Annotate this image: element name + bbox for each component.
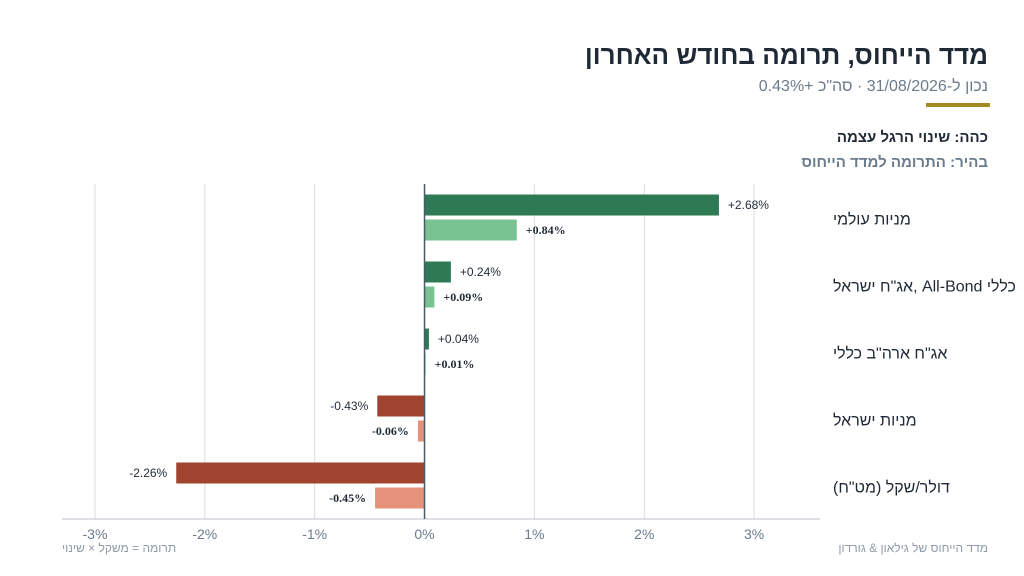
bar-change [424,194,719,216]
change-data-label: +0.04% [438,332,479,346]
footer-source: מדד הייחוס של גילאון & גורדון [838,541,988,555]
change-data-label: -0.43% [330,399,368,413]
change-data-label: +2.68% [728,198,769,212]
change-data-label: +0.24% [460,265,501,279]
change-data-label: -2.26% [129,466,167,480]
bar-contribution [375,487,425,509]
footer-formula: תרומה = משקל × שינוי [62,541,177,555]
contribution-data-label: -0.06% [372,424,409,438]
x-tick-label: -2% [192,526,217,542]
bar-contribution [417,420,425,442]
legend-light-note: בהיר: התרומה למדד הייחוס [801,154,988,171]
x-tick-label: 1% [524,526,544,542]
bar-change [377,395,425,417]
x-tick-label: -3% [83,526,108,542]
bar-change [176,462,425,484]
x-tick-label: 3% [744,526,764,542]
category-label: מניות ישראל [833,412,917,430]
bar-contribution [424,286,435,308]
accent-rule [926,103,990,107]
chart-title: מדד הייחוס, תרומה בחודש האחרון [584,40,988,70]
category-label: אג"ח ארה"ב כללי [833,345,947,363]
bar-change [424,328,429,350]
x-tick-label: 0% [414,526,434,542]
bar-change [424,261,451,283]
x-tick-label: -1% [302,526,327,542]
category-label: מניות עולמי [833,211,911,229]
x-tick-label: 2% [634,526,654,542]
chart-subtitle: נכון ל-31/08/2026 · סה"כ +0.43% [758,78,988,95]
contribution-data-label: +0.01% [435,357,475,371]
contribution-data-label: -0.45% [329,491,366,505]
legend-dark-note: כהה: שינוי הרגל עצמה [836,129,988,146]
contribution-data-label: +0.09% [443,290,483,304]
category-label: דולר/שקל (מט"ח) [833,479,950,497]
bar-contribution [424,219,517,241]
contribution-data-label: +0.84% [526,223,566,237]
category-label: אג"ח ישראל, All-Bond כללי [833,278,1016,296]
